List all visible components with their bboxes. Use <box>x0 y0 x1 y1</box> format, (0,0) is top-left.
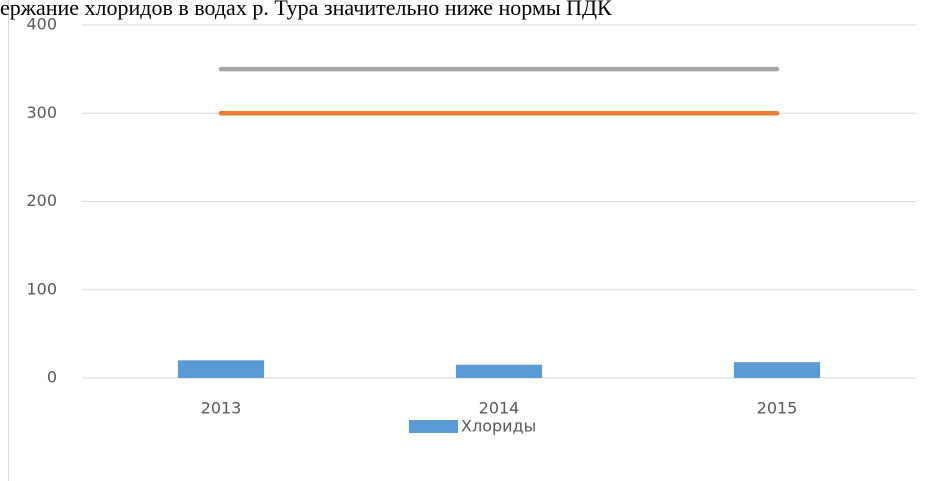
legend-swatch <box>409 420 458 433</box>
bar <box>177 360 265 378</box>
y-tick-label: 0 <box>47 368 57 387</box>
chart-title: ержание хлоридов в водах р. Тура значите… <box>0 0 612 20</box>
y-tick-label: 300 <box>26 103 57 122</box>
bar <box>733 362 821 378</box>
y-tick-label: 100 <box>26 279 57 298</box>
x-tick-label: 2013 <box>201 399 242 418</box>
x-tick-label: 2014 <box>479 399 520 418</box>
y-tick-label: 200 <box>26 191 57 210</box>
legend-label: Хлориды <box>461 417 536 436</box>
x-tick-label: 2015 <box>757 399 798 418</box>
bar <box>455 364 543 378</box>
y-tick-label: 400 <box>26 15 57 34</box>
